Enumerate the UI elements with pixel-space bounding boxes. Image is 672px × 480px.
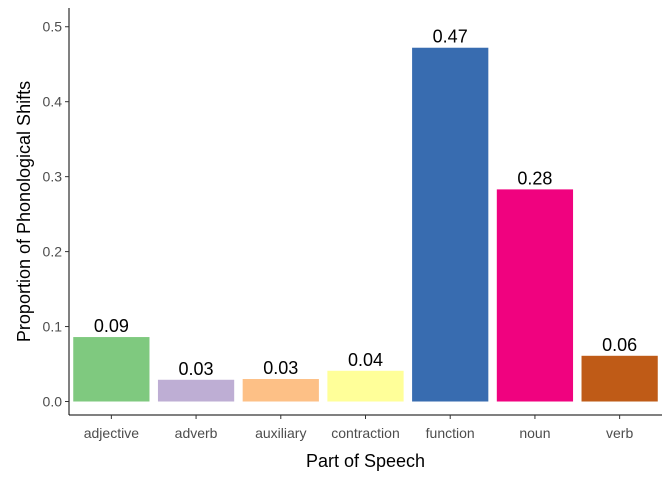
data-label-contraction: 0.04 bbox=[348, 350, 383, 370]
y-tick-label: 0.0 bbox=[43, 394, 63, 410]
x-tick-label-adjective: adjective bbox=[84, 425, 139, 441]
y-tick-label: 0.5 bbox=[43, 19, 63, 35]
bar-auxiliary bbox=[242, 379, 319, 402]
bar-function bbox=[412, 47, 489, 402]
data-label-auxiliary: 0.03 bbox=[263, 358, 298, 378]
y-tick-label: 0.1 bbox=[43, 319, 63, 335]
data-labels-group: 0.09 0.03 0.03 0.04 0.47 0.28 0.06 bbox=[94, 27, 637, 379]
bar-adjective bbox=[73, 337, 150, 402]
y-tick-label: 0.4 bbox=[43, 94, 63, 110]
x-tick-label-adverb: adverb bbox=[175, 425, 218, 441]
bar-adverb bbox=[157, 379, 235, 402]
y-tick-label: 0.3 bbox=[43, 169, 63, 185]
y-axis-title: Proportion of Phonological Shifts bbox=[14, 81, 34, 342]
bars-group bbox=[73, 47, 658, 402]
x-tick-label-verb: verb bbox=[606, 425, 633, 441]
data-label-adverb: 0.03 bbox=[179, 359, 214, 379]
x-tick-label-contraction: contraction bbox=[331, 425, 399, 441]
x-tick-label-function: function bbox=[426, 425, 475, 441]
y-axis-ticks: 0.0 0.1 0.2 0.3 0.4 0.5 bbox=[43, 19, 69, 410]
bar-contraction bbox=[327, 370, 404, 402]
y-tick-label: 0.2 bbox=[43, 244, 63, 260]
x-axis-title: Part of Speech bbox=[306, 451, 425, 471]
data-label-function: 0.47 bbox=[433, 27, 468, 47]
x-tick-label-auxiliary: auxiliary bbox=[255, 425, 306, 441]
x-axis-ticks: adjective adverb auxiliary contraction funct… bbox=[84, 415, 633, 441]
data-label-noun: 0.28 bbox=[517, 168, 552, 188]
data-label-verb: 0.06 bbox=[602, 335, 637, 355]
data-label-adjective: 0.09 bbox=[94, 316, 129, 336]
bar-noun bbox=[496, 189, 574, 402]
bar-verb bbox=[581, 355, 658, 402]
x-tick-label-noun: noun bbox=[519, 425, 550, 441]
